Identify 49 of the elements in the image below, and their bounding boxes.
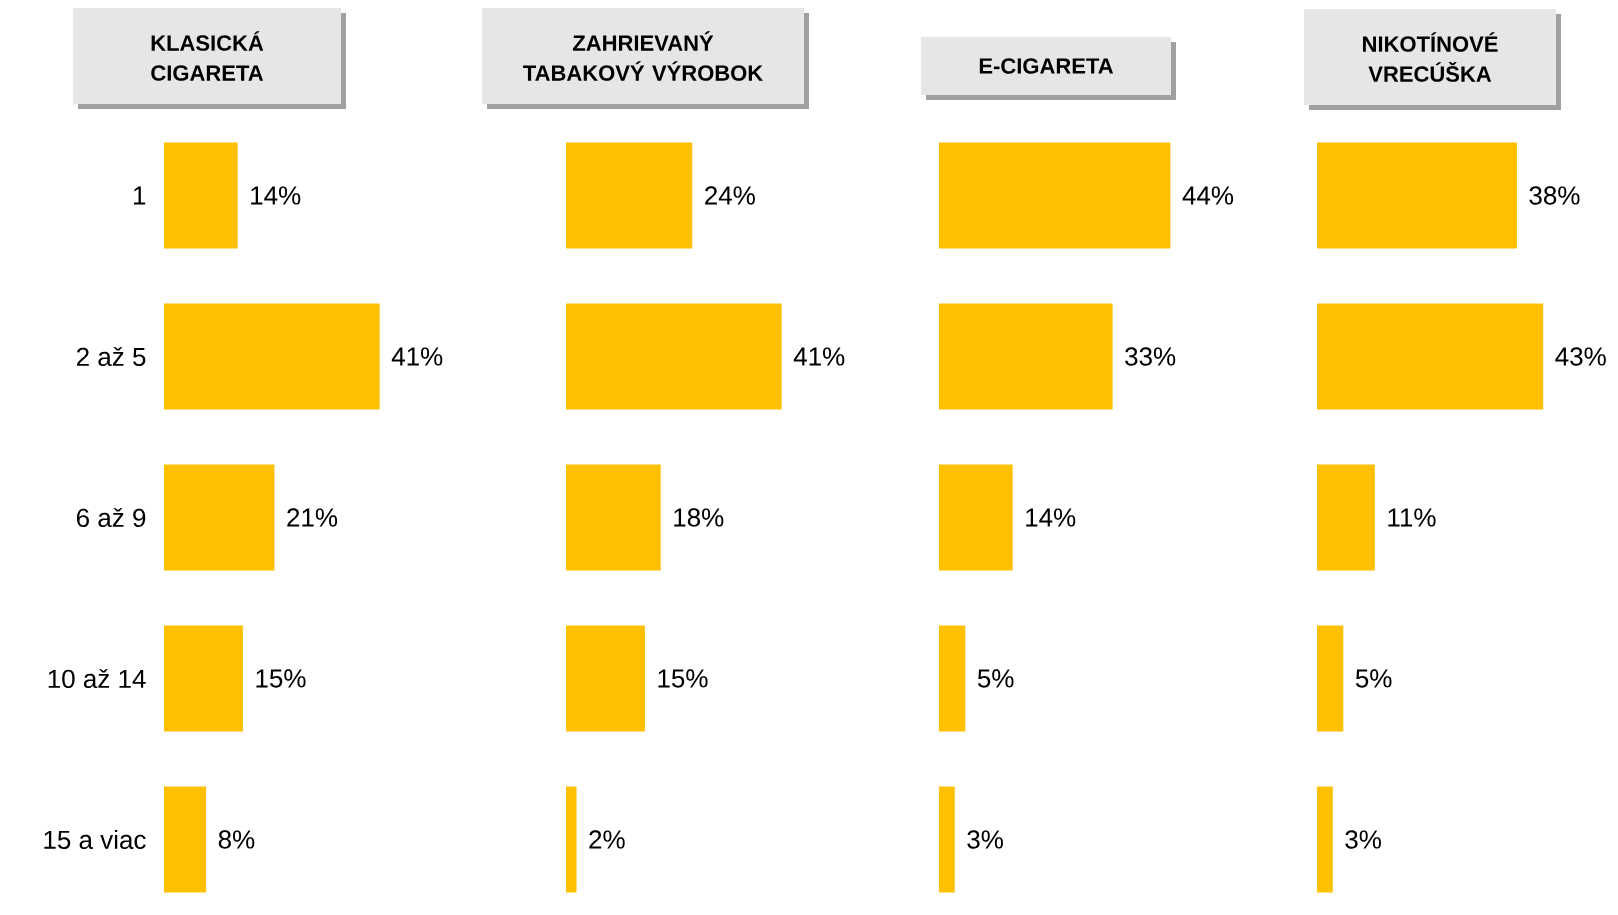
bar: [566, 625, 645, 732]
y-tick-label: 1: [133, 186, 146, 205]
data-label: 3%: [1345, 830, 1381, 849]
bar: [939, 303, 1113, 410]
bar: [939, 142, 1171, 249]
chart-title: ZAHRIEVANÝ TABAKOVÝ VÝROBOK: [523, 31, 763, 81]
data-label: 2%: [589, 830, 625, 849]
bar: [566, 786, 577, 893]
bar: [939, 464, 1013, 571]
data-label: 5%: [977, 669, 1014, 688]
y-tick-label: 10 až 14: [48, 668, 146, 689]
y-tick-label: 15 a viac: [44, 829, 146, 850]
data-label: 44%: [1182, 186, 1234, 205]
bar: [164, 464, 275, 571]
data-label: 8%: [218, 830, 255, 849]
chart-title: E-CIGARETA: [979, 58, 1114, 74]
data-label: 38%: [1529, 186, 1580, 205]
data-label: 41%: [793, 347, 845, 366]
data-label: 11%: [1388, 508, 1436, 527]
bar: [1317, 142, 1517, 249]
bar: [566, 464, 661, 571]
bar: [939, 625, 966, 732]
bar: [1317, 464, 1375, 571]
chart-title: NIKOTÍNOVÉ VRECÚŠKA: [1363, 32, 1498, 82]
y-tick-label: 6 až 9: [76, 507, 146, 528]
bar: [1317, 786, 1333, 893]
bar: [1317, 625, 1344, 732]
data-label: 43%: [1555, 347, 1606, 366]
data-label: 5%: [1355, 669, 1392, 688]
chart-title: KLASICKÁ CIGARETA: [151, 31, 264, 81]
data-label: 15%: [256, 669, 306, 688]
bar: [1317, 303, 1544, 410]
data-label: 3%: [967, 830, 1003, 849]
data-label: 14%: [1026, 508, 1076, 527]
bar: [164, 303, 380, 410]
data-label: 14%: [251, 186, 301, 205]
data-label: 33%: [1125, 347, 1176, 366]
data-label: 21%: [287, 508, 338, 527]
data-label: 18%: [674, 508, 724, 527]
data-label: 24%: [705, 186, 755, 205]
data-label: 41%: [391, 347, 443, 366]
y-tick-label: 2 až 5: [76, 346, 146, 367]
bar: [566, 142, 693, 249]
bar: [164, 786, 207, 893]
bar: [164, 625, 243, 732]
data-label: 15%: [658, 669, 708, 688]
bar: [566, 303, 782, 410]
bar: [164, 142, 238, 249]
bar: [939, 786, 955, 893]
